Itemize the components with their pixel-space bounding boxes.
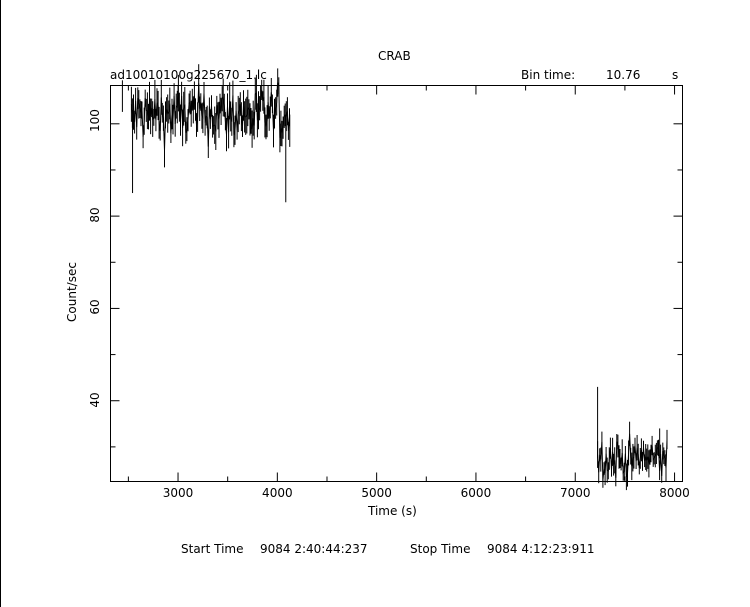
x-tick-label: 5000 [361,486,392,500]
start-time-label: Start Time [181,542,244,556]
y-tick-label: 80 [88,207,102,223]
x-tick-label: 7000 [559,486,591,500]
light-curve-segment [597,433,668,481]
chart-title: CRAB [378,49,411,63]
x-tick-label: 6000 [460,486,492,500]
x-tick-label: 4000 [262,486,293,500]
data-series [121,64,668,491]
stop-time-value: 9084 4:12:23:911 [487,542,595,556]
y-tick-label: 100 [88,108,102,132]
axis-ticks [110,85,683,482]
bin-time-value: 10.76 [606,68,641,82]
bin-time-label: Bin time: [521,68,576,82]
x-tick-label: 3000 [162,486,194,500]
file-name-label: ad10010100g225670_1.lc [110,68,267,82]
light-curve-segment [130,82,290,151]
x-axis-label: Time (s) [368,504,417,518]
plot-frame [110,85,683,482]
start-time-value: 9084 2:40:44:237 [260,542,368,556]
y-tick-label: 40 [88,392,102,408]
y-axis-label: Count/sec [65,262,79,322]
stop-time-label: Stop Time [410,542,471,556]
bin-time-unit: s [672,68,679,82]
x-tick-label: 8000 [659,486,690,500]
frame-left-edge [0,0,1,607]
y-tick-label: 60 [88,299,102,316]
